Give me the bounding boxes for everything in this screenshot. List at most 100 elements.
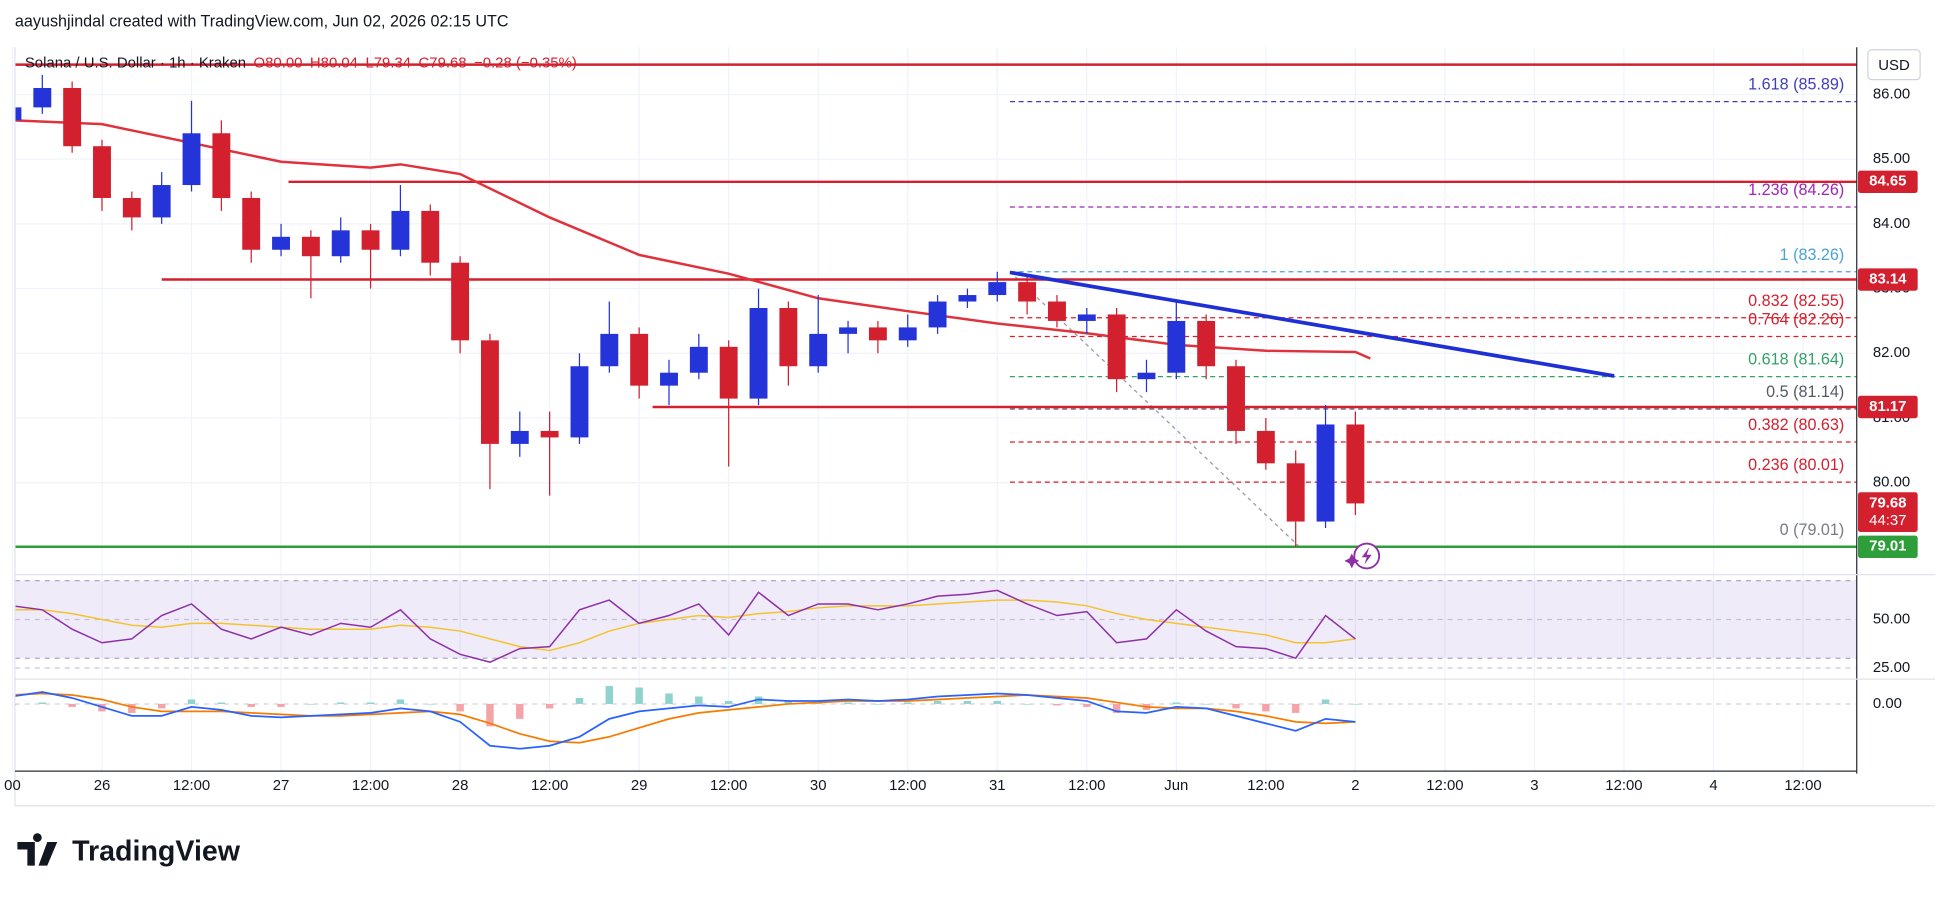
macd-histogram	[635, 687, 643, 704]
candle-body	[93, 146, 111, 198]
candle-body	[1047, 301, 1066, 321]
plot	[14, 63, 1857, 750]
macd-histogram	[307, 703, 315, 705]
macd-histogram	[14, 703, 17, 706]
x-tick-label: 12:00	[889, 777, 926, 794]
macd-histogram	[187, 699, 196, 704]
macd-histogram	[217, 702, 226, 704]
candle-body	[660, 372, 678, 386]
y-tick-label: 80.00	[1873, 474, 1910, 491]
candle-body	[63, 87, 82, 147]
candle-body	[242, 197, 261, 250]
macd-histogram	[396, 699, 405, 704]
y-tick-label: 86.00	[1873, 85, 1910, 102]
currency-button[interactable]	[1867, 49, 1921, 81]
x-tick-label: 12:00	[531, 777, 568, 794]
macd-histogram	[844, 702, 852, 704]
macd-histogram	[157, 703, 166, 709]
candle-body	[33, 87, 52, 108]
candle-body	[510, 430, 529, 444]
x-tick-label: 12:00	[1068, 777, 1105, 794]
fib-label: 0 (79.01)	[1780, 521, 1845, 539]
low: L79.34	[365, 54, 411, 71]
candle-body	[331, 230, 350, 257]
macd-histogram	[993, 700, 1001, 704]
candle-body	[570, 366, 589, 438]
credit: aayushjindal created with TradingView.co…	[15, 13, 509, 31]
candle-body	[898, 327, 917, 341]
x-tick-label: 12:00	[173, 777, 210, 794]
candle-body	[719, 346, 738, 399]
rsi-tick-label: 50.00	[1873, 610, 1910, 627]
candle-body	[1286, 463, 1305, 522]
macd-histogram	[277, 703, 285, 707]
fib-label: 1.618 (85.89)	[1748, 76, 1844, 94]
macd-histogram	[1232, 703, 1240, 709]
macd-histogram	[486, 703, 494, 727]
fib-label: 1 (83.26)	[1780, 246, 1845, 264]
y-tick-label: 85.00	[1873, 150, 1910, 167]
grid	[11, 47, 1857, 772]
rsi-ma	[14, 599, 1356, 652]
x-tick-label: Jun	[1164, 777, 1188, 794]
macd-histogram	[724, 700, 733, 704]
macd-line	[14, 691, 1356, 750]
macd-histogram	[1351, 703, 1360, 705]
candle-body	[421, 210, 440, 263]
candle-body	[839, 327, 858, 334]
alert-icon	[1344, 542, 1381, 570]
macd-histogram	[516, 703, 524, 719]
candle-body	[182, 133, 201, 186]
fib-label: 1.236 (84.26)	[1748, 181, 1844, 199]
price-label-box	[1857, 492, 1918, 533]
candle-body	[868, 327, 887, 341]
fib-label: 0.832 (82.55)	[1748, 292, 1844, 310]
macd-histogram	[1172, 702, 1181, 704]
candle-body	[1077, 314, 1096, 321]
macd-histogram	[1023, 703, 1031, 705]
x-tick-label: 2	[1351, 777, 1359, 794]
high: H80.04	[310, 54, 358, 71]
macd-histogram	[336, 702, 345, 704]
candle-body	[152, 185, 171, 218]
candle-body	[451, 262, 470, 341]
x-tick-label: 28	[452, 777, 469, 794]
macd-histogram	[1321, 699, 1330, 704]
price-label-box	[1857, 395, 1918, 419]
x-tick-label: 12:00	[1247, 777, 1284, 794]
macd-histogram	[665, 693, 673, 704]
price-label-box	[1857, 170, 1918, 194]
trendline	[1009, 270, 1615, 378]
macd-histogram	[1202, 703, 1210, 705]
x-tick-label: 12:00	[710, 777, 747, 794]
macd-histogram	[545, 703, 554, 709]
brand: TradingView	[72, 836, 241, 868]
fib-label: 0.382 (80.63)	[1748, 416, 1844, 434]
candle-body	[272, 236, 290, 250]
x-tick-label: 29	[631, 777, 648, 794]
candle-body	[14, 107, 22, 121]
macd-histogram	[247, 703, 255, 707]
macd-histogram	[575, 697, 584, 704]
fib-label: 0.5 (81.14)	[1766, 383, 1844, 401]
x-tick-label: 3	[1530, 777, 1538, 794]
macd-histogram	[68, 703, 76, 707]
macd-histogram	[128, 703, 136, 713]
macd-histogram	[1262, 703, 1270, 712]
candle-body	[391, 210, 410, 250]
currency[interactable]: USD	[1878, 57, 1910, 74]
candle-body	[1256, 430, 1275, 464]
brand-logo: TradingView	[17, 833, 241, 868]
macd-histogram	[605, 686, 614, 704]
candle-body	[988, 282, 1007, 296]
candle-body	[122, 197, 141, 218]
macd-histogram	[1083, 703, 1091, 707]
price-label-box	[1857, 535, 1918, 558]
price-label: 79.01	[1869, 538, 1906, 555]
macd-histogram	[933, 700, 942, 704]
macd-histogram	[874, 703, 882, 705]
x-tick-label: 12:00	[352, 777, 389, 794]
candle-body	[749, 307, 768, 399]
